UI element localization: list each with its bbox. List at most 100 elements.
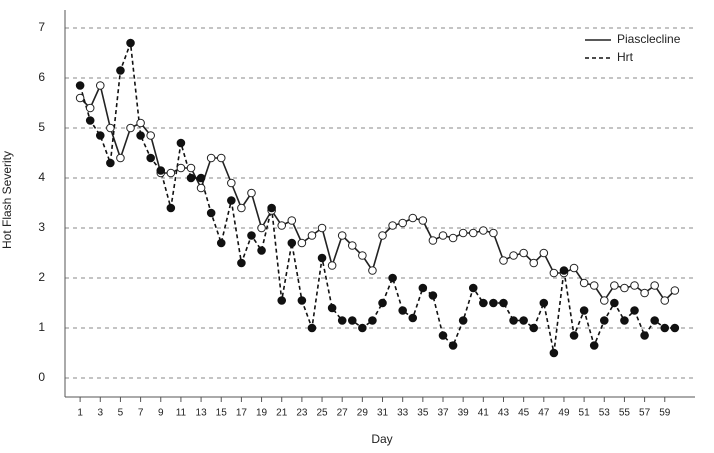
data-point — [95, 131, 105, 140]
data-point — [499, 298, 508, 308]
data-point — [388, 221, 397, 230]
data-point — [317, 253, 327, 263]
data-point — [509, 251, 518, 260]
data-point — [620, 316, 629, 325]
data-point — [660, 323, 670, 333]
data-point — [398, 306, 407, 315]
y-tick-label: 6 — [38, 70, 45, 84]
data-point — [660, 296, 670, 305]
data-point — [257, 246, 266, 255]
legend-label: Piasclecline — [617, 32, 681, 46]
data-point — [549, 268, 559, 278]
data-point — [126, 123, 135, 133]
data-point — [277, 296, 287, 305]
data-point — [579, 278, 589, 288]
data-point — [479, 226, 488, 235]
x-tick-label: 47 — [538, 408, 550, 419]
x-tick-label: 53 — [599, 408, 611, 419]
x-tick-label: 27 — [337, 408, 349, 419]
x-tick-label: 25 — [316, 408, 328, 419]
x-tick-label: 49 — [558, 408, 570, 419]
data-point — [509, 316, 518, 325]
data-point — [237, 258, 246, 268]
x-tick-label: 59 — [659, 408, 671, 419]
x-axis-label: Day — [371, 432, 392, 446]
x-tick-label: 13 — [196, 408, 208, 419]
data-point — [489, 298, 498, 308]
data-point — [327, 303, 337, 313]
data-point — [247, 188, 256, 198]
data-point — [599, 316, 609, 325]
data-point — [559, 266, 569, 275]
data-point — [589, 281, 599, 290]
data-point — [85, 103, 95, 113]
data-point — [418, 283, 428, 293]
x-tick-label: 35 — [417, 408, 429, 419]
x-tick-label: 45 — [518, 408, 530, 419]
data-point — [337, 316, 347, 325]
data-point — [247, 231, 256, 240]
x-tick-label: 55 — [619, 408, 631, 419]
x-tick-label: 7 — [138, 408, 144, 419]
data-point — [468, 283, 478, 293]
data-point — [297, 238, 307, 248]
y-tick-label: 7 — [38, 20, 45, 34]
data-point — [670, 286, 680, 295]
x-tick-label: 29 — [357, 408, 369, 419]
data-point — [468, 228, 478, 238]
data-point — [85, 116, 95, 125]
x-tick-label: 11 — [176, 408, 187, 419]
x-tick-label: 9 — [158, 408, 164, 419]
data-point — [610, 281, 619, 290]
data-point — [327, 261, 337, 270]
data-point — [196, 183, 206, 193]
data-point — [519, 316, 528, 325]
data-point — [529, 323, 539, 333]
data-point — [257, 223, 266, 233]
data-point — [579, 306, 589, 315]
x-tick-label: 37 — [437, 408, 449, 419]
data-point — [569, 263, 579, 273]
data-point — [307, 323, 317, 333]
data-point — [549, 348, 559, 358]
x-tick-label: 17 — [236, 408, 248, 419]
data-point — [569, 331, 579, 340]
data-point — [206, 208, 216, 218]
y-tick-label: 2 — [38, 270, 45, 284]
x-tick-label: 43 — [498, 408, 510, 419]
x-tick-label: 21 — [276, 408, 288, 419]
data-point — [227, 196, 236, 205]
data-point — [297, 296, 307, 305]
x-tick-label: 51 — [579, 408, 591, 419]
data-point — [499, 256, 508, 265]
data-point — [599, 296, 609, 305]
data-point — [438, 331, 448, 340]
y-tick-label: 0 — [38, 370, 45, 384]
data-point — [196, 173, 206, 183]
data-point — [388, 273, 397, 283]
data-point — [156, 166, 166, 175]
data-point — [116, 153, 125, 163]
data-point — [216, 238, 226, 248]
data-point — [227, 178, 236, 188]
data-point — [277, 221, 287, 230]
data-point — [317, 223, 327, 233]
data-point — [650, 281, 659, 290]
data-point — [428, 236, 438, 245]
y-axis-label: Hot Flash Severity — [0, 151, 14, 249]
data-point — [136, 131, 145, 140]
data-point — [519, 248, 528, 258]
data-point — [287, 216, 297, 225]
data-point — [75, 93, 85, 103]
data-point — [529, 258, 539, 268]
data-point — [368, 266, 377, 275]
data-point — [378, 298, 387, 308]
x-tick-label: 31 — [377, 408, 389, 419]
data-point — [479, 298, 488, 308]
x-tick-label: 15 — [216, 408, 228, 419]
data-point — [620, 283, 629, 293]
x-tick-label: 23 — [296, 408, 308, 419]
data-point — [337, 231, 347, 240]
y-tick-label: 3 — [38, 220, 45, 234]
